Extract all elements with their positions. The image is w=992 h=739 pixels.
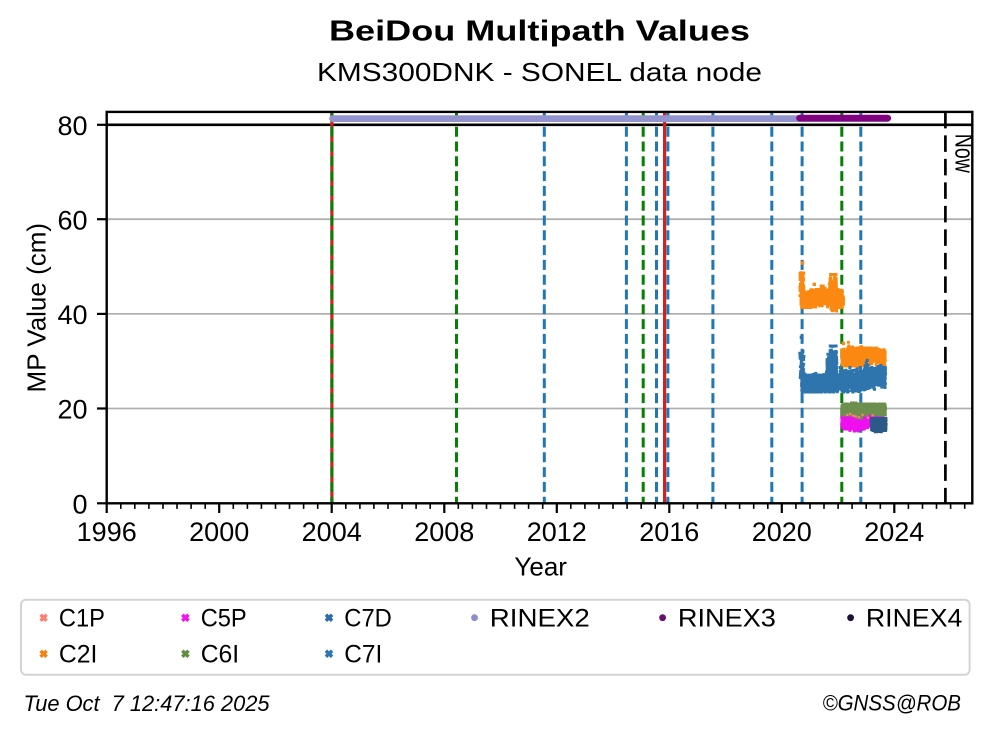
svg-text:80: 80 — [57, 111, 87, 141]
svg-text:Tue Oct 7 12:47:16 2025: Tue Oct 7 12:47:16 2025 — [24, 691, 270, 716]
svg-text:40: 40 — [57, 300, 87, 330]
svg-text:BeiDou Multipath Values: BeiDou Multipath Values — [329, 16, 750, 48]
svg-text:C7I: C7I — [344, 641, 382, 669]
svg-text:1996: 1996 — [77, 517, 137, 547]
svg-text:KMS300DNK - SONEL data node: KMS300DNK - SONEL data node — [317, 57, 762, 87]
svg-text:©GNSS@ROB: ©GNSS@ROB — [823, 690, 962, 715]
svg-text:RINEX2: RINEX2 — [490, 605, 590, 633]
svg-text:2020: 2020 — [752, 517, 812, 547]
svg-text:2008: 2008 — [414, 517, 474, 547]
svg-text:MP Value (cm): MP Value (cm) — [22, 223, 52, 393]
svg-text:0: 0 — [72, 489, 87, 519]
svg-text:2024: 2024 — [864, 517, 924, 547]
svg-text:C5P: C5P — [201, 605, 247, 633]
svg-text:2004: 2004 — [302, 517, 362, 547]
svg-text:2012: 2012 — [527, 517, 587, 547]
svg-text:C2I: C2I — [59, 641, 98, 669]
svg-text:RINEX3: RINEX3 — [678, 605, 776, 633]
svg-text:60: 60 — [57, 205, 87, 235]
svg-text:C1P: C1P — [59, 605, 105, 633]
svg-text:RINEX4: RINEX4 — [866, 605, 963, 633]
svg-text:Year: Year — [514, 552, 567, 582]
svg-text:Now: Now — [949, 134, 977, 173]
svg-text:2000: 2000 — [189, 517, 249, 547]
svg-text:C6I: C6I — [201, 641, 240, 669]
svg-text:20: 20 — [57, 395, 87, 425]
svg-text:2016: 2016 — [639, 517, 699, 547]
svg-text:C7D: C7D — [344, 605, 392, 633]
